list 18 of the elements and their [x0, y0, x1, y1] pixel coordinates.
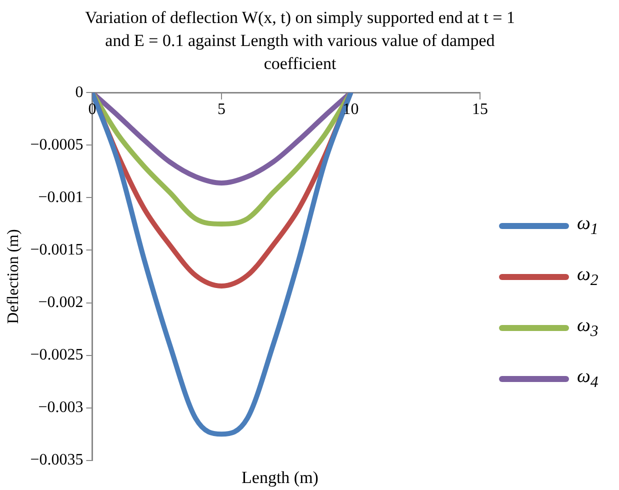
- x-tick-label: 15: [472, 100, 488, 118]
- y-tick-label: −0.001: [38, 188, 84, 206]
- chart-title: Variation of deflection W(x, t) on simply supported end at t = 1 and E = 0.1 against Length with various value of damped coefficient: [84, 7, 516, 75]
- y-tick-label: −0.0005: [30, 136, 84, 154]
- y-axis-title: Deflection (m): [4, 229, 22, 324]
- y-tick-label: −0.0025: [30, 346, 84, 364]
- y-tick-label: 0: [75, 84, 84, 101]
- legend-label: ω$_{4}$: [577, 366, 598, 392]
- x-axis-title: Length (m): [240, 468, 320, 488]
- y-tick-label: −0.0015: [30, 241, 84, 258]
- x-tick-label: 0: [88, 100, 96, 118]
- x-tick-label: 5: [217, 100, 226, 118]
- y-tick-label: −0.003: [38, 399, 84, 416]
- y-tick-label: −0.002: [38, 294, 84, 311]
- legend-label: ω$_{3}$: [577, 314, 598, 340]
- legend-label: ω$_{2}$: [577, 264, 598, 290]
- y-tick-label: −0.0035: [30, 452, 84, 469]
- legend-label: ω$_{1}$: [577, 212, 598, 238]
